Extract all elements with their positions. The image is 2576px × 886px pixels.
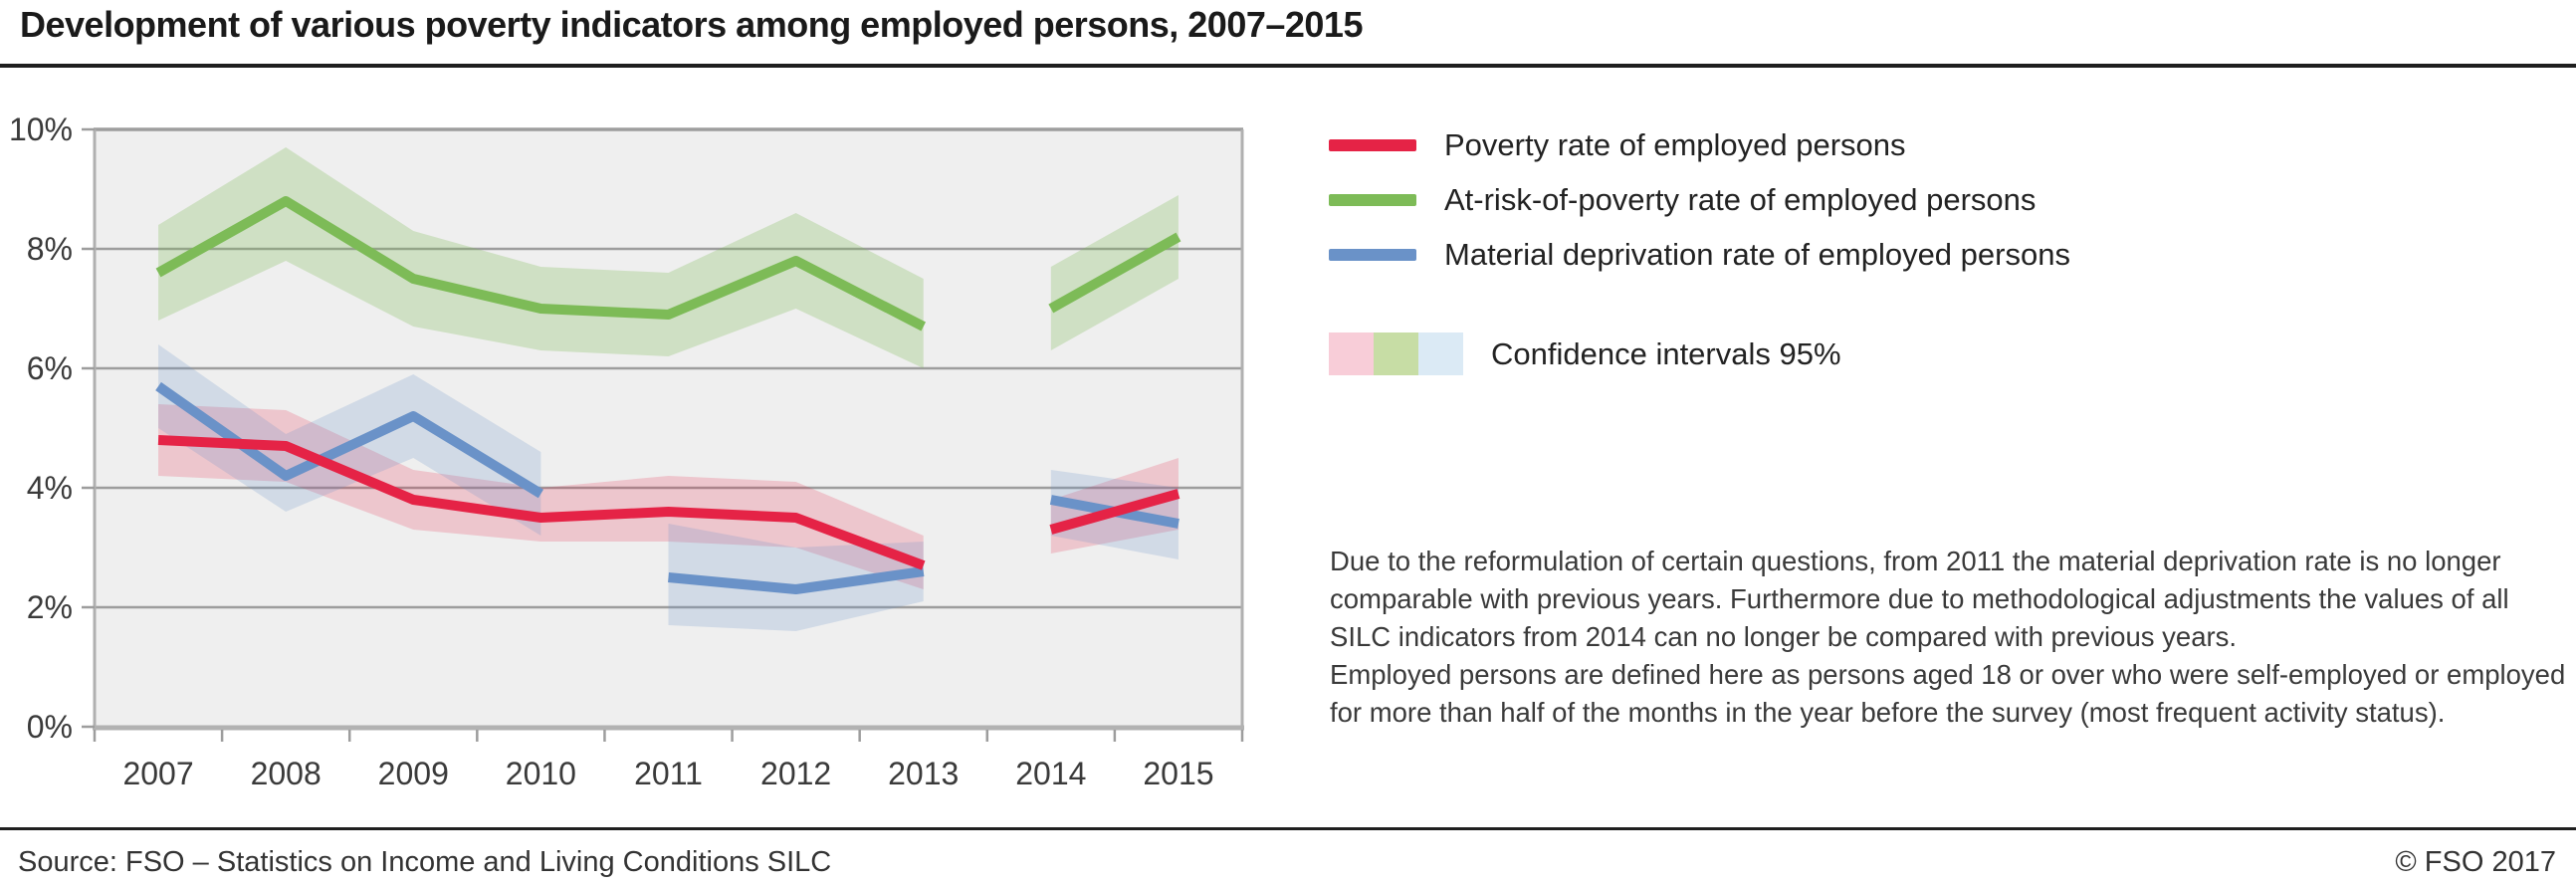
legend-item-1: At-risk-of-poverty rate of employed pers…: [1329, 172, 2070, 227]
confidence-band-material-deprivation-rate-seg0: [158, 344, 541, 536]
x-axis-label-2011: 2011: [634, 756, 703, 791]
confidence-swatch-0: [1329, 332, 1374, 375]
series-line-at-risk-of-poverty-rate-seg0: [155, 196, 927, 332]
legend: Poverty rate of employed persons At-risk-…: [1329, 117, 2070, 282]
confidence-band-material-deprivation-rate-seg1: [668, 524, 924, 631]
series-line-material-deprivation-rate-seg0: [155, 381, 543, 499]
x-axis-label-2009: 2009: [378, 756, 449, 791]
series-line-material-deprivation-rate-seg1: [668, 566, 925, 594]
x-axis-label-2015: 2015: [1143, 756, 1213, 791]
footer-divider: [0, 827, 2576, 830]
plot-background: [95, 129, 1242, 727]
confidence-swatches: [1329, 332, 1463, 375]
confidence-band-poverty-rate-seg1: [1050, 458, 1179, 554]
y-axis-label-0: 0%: [27, 709, 73, 745]
legend-line-swatch: [1329, 138, 1416, 151]
y-axis-label-2: 2%: [27, 589, 73, 625]
footnote-line: Due to the reformulation of certain ques…: [1330, 546, 2501, 576]
legend-item-0: Poverty rate of employed persons: [1329, 117, 2070, 172]
legend-confidence-row: Confidence intervals 95%: [1329, 332, 1841, 375]
legend-label: Material deprivation rate of employed pe…: [1444, 236, 2070, 272]
confidence-swatch-2: [1418, 332, 1463, 375]
x-axis-label-2008: 2008: [251, 756, 322, 791]
legend-line-swatch: [1329, 193, 1416, 206]
title-divider: [0, 64, 2576, 68]
y-axis-label-10: 10%: [9, 111, 73, 147]
y-axis-label-4: 4%: [27, 470, 73, 506]
copyright-text: © FSO 2017: [2395, 846, 2556, 878]
confidence-label: Confidence intervals 95%: [1491, 335, 1841, 371]
line-chart-canvas: 0% 2% 4% 6% 8% 10% 2007 2008 2009 2010 2011 2012 201…: [9, 111, 1244, 791]
legend-item-2: Material deprivation rate of employed pe…: [1329, 227, 2070, 282]
source-text: Source: FSO – Statistics on Income and L…: [18, 846, 832, 878]
confidence-swatch-1: [1374, 332, 1418, 375]
confidence-band-at-risk-of-poverty-rate-seg0: [158, 147, 924, 368]
footnote-line: comparable with previous years. Furtherm…: [1330, 583, 2509, 614]
footnote-line: for more than half of the months in the …: [1330, 697, 2446, 728]
footnote-line: Employed persons are defined here as per…: [1330, 659, 2566, 690]
legend-label: Poverty rate of employed persons: [1444, 126, 1906, 162]
x-axis-label-2010: 2010: [506, 756, 576, 791]
chart: 0% 2% 4% 6% 8% 10% 2007 2008 2009 2010 2011 2012 201…: [0, 110, 1304, 806]
y-axis-label-8: 8%: [27, 231, 73, 267]
x-axis-label-2007: 2007: [122, 756, 193, 791]
legend-label: At-risk-of-poverty rate of employed pers…: [1444, 181, 2037, 217]
x-axis-label-2012: 2012: [760, 756, 831, 791]
page-title: Development of various poverty indicator…: [20, 4, 1363, 45]
series-line-poverty-rate-seg1: [1049, 489, 1181, 535]
series-line-poverty-rate-seg0: [157, 435, 926, 570]
series-line-at-risk-of-poverty-rate-seg1: [1048, 232, 1181, 314]
legend-line-swatch: [1329, 248, 1416, 261]
footnote: Due to the reformulation of certain ques…: [1330, 543, 2565, 732]
y-axis-label-6: 6%: [27, 350, 73, 386]
x-axis-label-2013: 2013: [888, 756, 959, 791]
footnote-line: SILC indicators from 2014 can no longer …: [1330, 621, 2238, 652]
x-axis-label-2014: 2014: [1015, 756, 1086, 791]
